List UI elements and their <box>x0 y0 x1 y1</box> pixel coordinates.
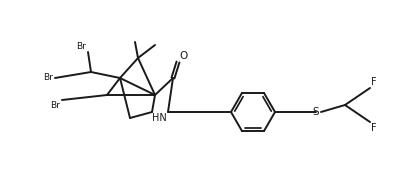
Text: Br: Br <box>76 42 86 51</box>
Text: HN: HN <box>152 113 167 123</box>
Text: S: S <box>313 107 319 117</box>
Text: Br: Br <box>43 73 53 82</box>
Text: Br: Br <box>50 101 60 110</box>
Text: F: F <box>371 77 377 87</box>
Text: O: O <box>179 51 187 61</box>
Text: F: F <box>371 123 377 133</box>
